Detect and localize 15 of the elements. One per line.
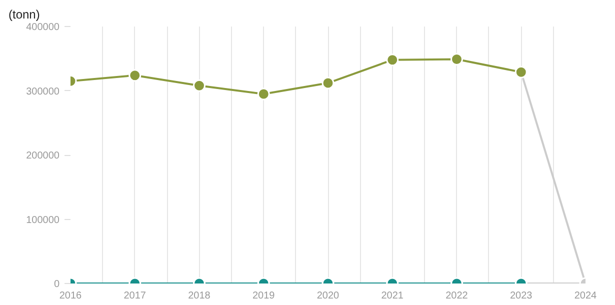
y-tick-label: 100000 xyxy=(26,214,60,226)
x-tick-label: 2023 xyxy=(510,290,533,302)
x-tick-label: 2018 xyxy=(188,290,211,302)
y-tick-label: 400000 xyxy=(26,22,60,33)
y-tick-label: 0 xyxy=(54,279,60,290)
y-tick-label: 200000 xyxy=(26,150,60,162)
x-tick-label: 2019 xyxy=(252,290,276,302)
y-axis-title: (tonn) xyxy=(8,8,40,22)
y-tick-label: 300000 xyxy=(26,86,60,98)
x-tick-label: 2020 xyxy=(316,290,340,302)
x-tick-label: 2021 xyxy=(381,290,404,302)
x-tick-label: 2016 xyxy=(59,290,82,302)
x-tick-label: 2017 xyxy=(124,290,146,302)
x-tick-label: 2024 xyxy=(574,290,598,302)
x-tick-label: 2022 xyxy=(446,290,468,302)
